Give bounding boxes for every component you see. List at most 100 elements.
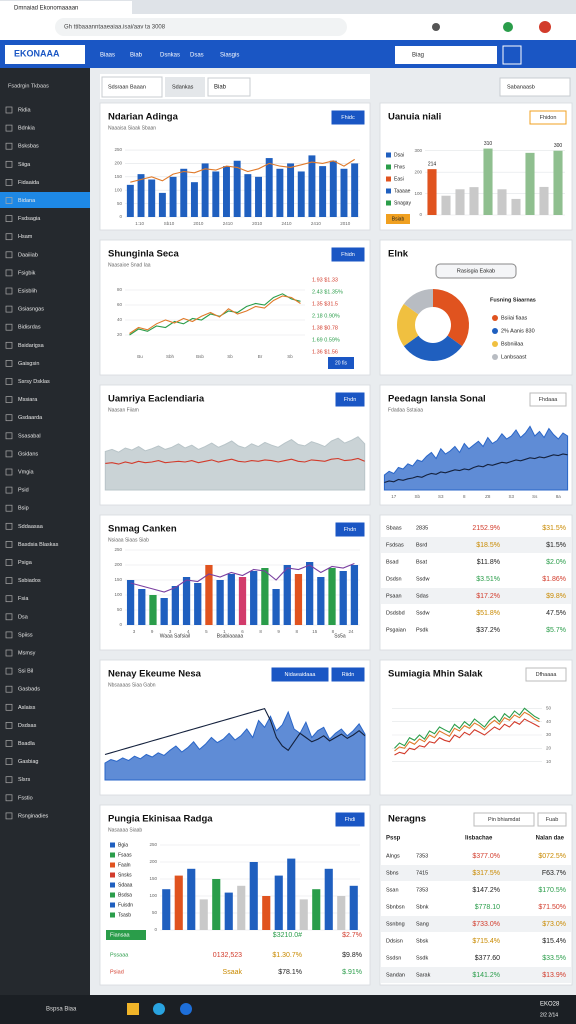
button[interactable]: [331, 247, 365, 262]
button-label[interactable]: Nidaeaidaaa: [285, 672, 317, 678]
sidebar-item[interactable]: Fsia: [18, 596, 29, 602]
nav-item[interactable]: Dsnkas: [160, 53, 180, 59]
button-label[interactable]: Fhdaaa: [539, 397, 559, 403]
browser-tab[interactable]: [0, 1, 132, 14]
button[interactable]: [328, 357, 354, 369]
button[interactable]: [331, 667, 365, 682]
sidebar-item[interactable]: Fidaaida: [18, 180, 40, 186]
sidebar-item[interactable]: Gsdaarda: [18, 415, 43, 421]
dropdown[interactable]: [207, 77, 251, 97]
nav-item[interactable]: Biaas: [100, 53, 115, 59]
button-label[interactable]: Dfhaaaa: [536, 672, 558, 678]
button[interactable]: [537, 812, 567, 827]
sidebar-item[interactable]: Gsidans: [18, 451, 38, 457]
button[interactable]: [529, 392, 567, 407]
nav-item[interactable]: Biab: [130, 53, 143, 59]
button[interactable]: [335, 392, 365, 407]
nav-item[interactable]: Siasgis: [220, 53, 239, 59]
search-box[interactable]: [395, 46, 497, 64]
sidebar-item[interactable]: Esisblih: [18, 288, 37, 294]
sidebar-icon: [5, 577, 13, 584]
button-label[interactable]: Fhdi: [345, 817, 356, 823]
sidebar-item[interactable]: Gasbads: [18, 687, 40, 693]
button[interactable]: [331, 110, 365, 125]
table-cell: Ssdw: [416, 610, 429, 616]
sidebar-item[interactable]: Ridia: [18, 107, 31, 113]
sidebar-item[interactable]: Aslaiss: [18, 705, 36, 711]
view-select-label[interactable]: Sabanaasb: [507, 84, 535, 90]
button-label[interactable]: Riidn: [342, 672, 355, 678]
x-tick-label: 3: [169, 629, 172, 634]
button-label[interactable]: Fhidon: [540, 115, 557, 121]
taskbar-app[interactable]: [153, 1003, 165, 1015]
sidebar-item[interactable]: Hsam: [18, 234, 33, 240]
icon[interactable]: [503, 22, 513, 32]
address-bar[interactable]: [55, 18, 347, 36]
dropdown-label[interactable]: Biab: [214, 85, 227, 91]
button[interactable]: [271, 667, 329, 682]
sidebar-item[interactable]: Gasbiag: [18, 759, 39, 765]
button-label[interactable]: Fuab: [546, 817, 559, 823]
view-select[interactable]: [499, 77, 571, 97]
sidebar-item[interactable]: Siiga: [18, 162, 31, 168]
sidebar-item[interactable]: Rsnginadies: [18, 813, 49, 819]
tag: [386, 214, 410, 224]
button-label[interactable]: Fhdn: [344, 527, 357, 533]
y-tick-label: 30: [546, 732, 552, 737]
button-label[interactable]: Fhdn: [344, 397, 357, 403]
sidebar-item[interactable]: Dsdsas: [18, 723, 37, 729]
taskbar-app[interactable]: [127, 1003, 139, 1015]
sidebar-item[interactable]: Psiga: [18, 560, 33, 566]
avatar[interactable]: [539, 21, 551, 33]
nav-item[interactable]: Dsas: [190, 53, 204, 59]
button[interactable]: [335, 522, 365, 537]
sidebar-item[interactable]: Slsrs: [18, 777, 30, 783]
taskbar-app[interactable]: [180, 1003, 192, 1015]
line: [394, 711, 540, 752]
sidebar-item[interactable]: Bdnkia: [18, 126, 36, 132]
sidebar-item[interactable]: Bidana: [18, 198, 36, 204]
sidebar-item[interactable]: Dsa: [18, 614, 29, 620]
button-label[interactable]: Pin bhiamdat: [488, 817, 521, 823]
sidebar-item[interactable]: Bsksbas: [18, 144, 39, 150]
sidebar-item[interactable]: Fsdsagia: [18, 216, 41, 222]
sidebar-item[interactable]: Mssiara: [18, 397, 38, 403]
icon[interactable]: [432, 23, 440, 31]
button[interactable]: [335, 812, 365, 827]
sidebar-item[interactable]: Bsip: [18, 506, 29, 512]
sidebar-item[interactable]: Fsigbik: [18, 270, 36, 276]
sidebar-item[interactable]: Gaisgsin: [18, 361, 39, 367]
icon-button[interactable]: [502, 45, 522, 65]
tab-label[interactable]: Sdsraan Baaan: [108, 84, 146, 90]
tab-active[interactable]: [101, 76, 163, 98]
table-cell: Sbnk: [416, 904, 429, 910]
sidebar-item[interactable]: Psid: [18, 488, 29, 494]
sidebar-item[interactable]: Sddaasaa: [18, 524, 44, 530]
sidebar-item[interactable]: Ssrsy Dsklas: [18, 379, 50, 385]
sidebar-item[interactable]: Ssasabal: [18, 433, 41, 439]
sidebar-item[interactable]: Bidisrdas: [18, 325, 41, 331]
sidebar-item[interactable]: Daaiiiab: [18, 252, 38, 258]
button[interactable]: [529, 110, 567, 125]
button[interactable]: [525, 667, 567, 682]
sidebar-item[interactable]: Ssi Bil: [18, 669, 33, 675]
sidebar-item[interactable]: Vmgia: [18, 469, 35, 475]
button-label[interactable]: Fhidc: [341, 115, 355, 121]
legend-swatch: [110, 862, 115, 868]
button-label[interactable]: 20 fis: [335, 360, 347, 366]
tab[interactable]: [165, 77, 205, 97]
sidebar-item[interactable]: Ssbiados: [18, 578, 41, 584]
sidebar-item[interactable]: Fsstio: [18, 795, 33, 801]
button-label[interactable]: Fhidn: [341, 252, 355, 258]
sidebar-item[interactable]: Spiiss: [18, 632, 33, 638]
sidebar-item[interactable]: Gsiasngas: [18, 307, 44, 313]
bar: [324, 868, 333, 930]
button[interactable]: [473, 812, 535, 827]
sidebar-item[interactable]: Basdsia Blaskas: [18, 542, 59, 548]
sidebar-item[interactable]: Bsadla: [18, 741, 36, 747]
panel-title: Pungia Ekinisaa Radga: [108, 814, 213, 825]
tab-label[interactable]: Sdankas: [172, 84, 194, 90]
y-tick-label: 200: [414, 169, 422, 174]
sidebar-item[interactable]: Bsidarigsa: [18, 343, 45, 349]
sidebar-item[interactable]: Msmsy: [18, 650, 36, 656]
